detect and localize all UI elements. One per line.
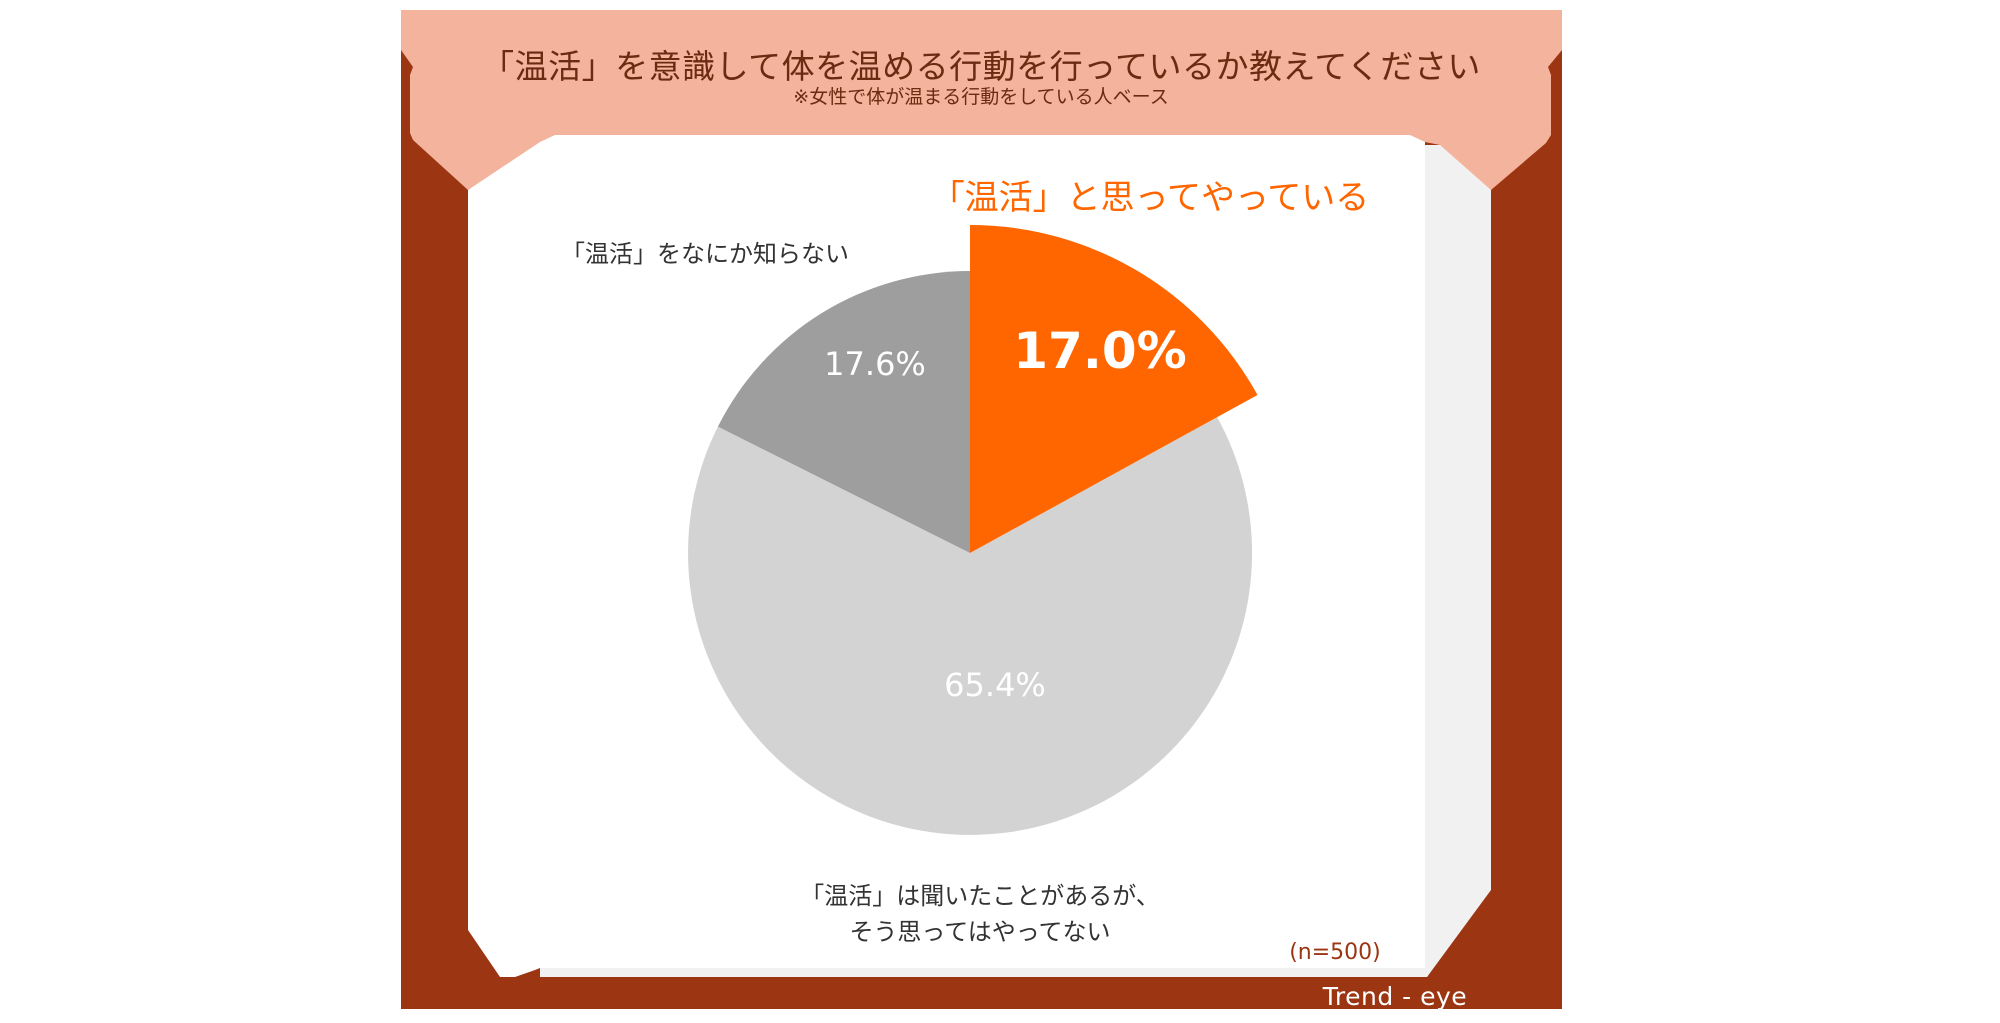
slice-dont-know[interactable] <box>717 271 970 553</box>
pie-chart <box>688 225 1258 835</box>
percent-doing: 17.0% <box>1013 322 1187 380</box>
card-bottom-right-shadow <box>1425 880 1491 977</box>
slice-doing[interactable] <box>970 225 1258 553</box>
sample-size-note: (n=500) <box>1289 940 1381 965</box>
percent-heard: 65.4% <box>944 666 1046 704</box>
chart-subtitle: ※女性で体が温まる行動をしている人ベース <box>793 86 1169 108</box>
label-heard-line1: 「温活」は聞いたことがあるが、 <box>800 882 1160 910</box>
percent-dont-know: 17.6% <box>824 345 926 383</box>
chart-title: 「温活」を意識して体を温める行動を行っているか教えてください <box>481 47 1481 86</box>
label-heard-line2: そう思ってはやってない <box>849 918 1111 946</box>
brand-logo-text: Trend - eye <box>1322 982 1468 1011</box>
label-dont-know: 「温活」をなにか知らない <box>561 240 849 268</box>
title-banner <box>401 10 1562 190</box>
label-doing: 「温活」と思ってやっている <box>930 178 1370 218</box>
slice-heard-not-doing[interactable] <box>688 417 1253 835</box>
